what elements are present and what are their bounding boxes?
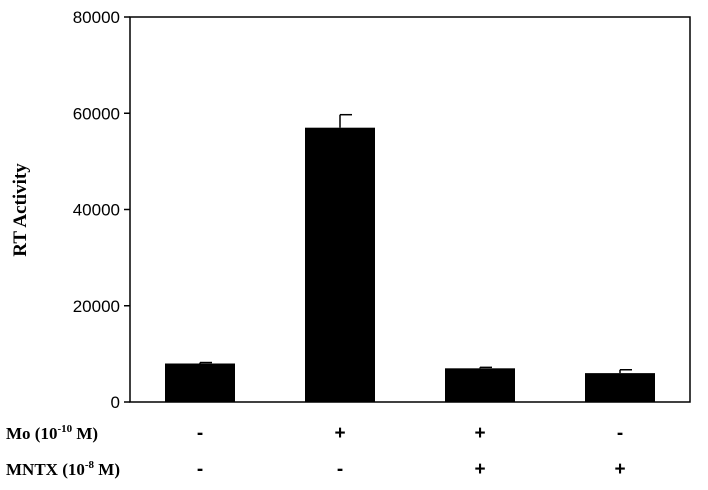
- row-label-tail: M): [72, 424, 98, 443]
- bar-1: [165, 363, 235, 402]
- row-label-main: Mo (10: [6, 424, 57, 443]
- treatment-table: Mo (10-10 M) - + + - MNTX (10-8 M) - - + +: [6, 423, 626, 480]
- treatment-sign: -: [197, 423, 203, 444]
- row-label-exponent: -10: [57, 423, 72, 435]
- bar-2: [305, 127, 375, 402]
- treatment-sign: -: [617, 423, 623, 444]
- row-label-exponent: -8: [85, 459, 95, 471]
- treatment-sign: +: [474, 423, 485, 444]
- treatment-sign: +: [334, 423, 345, 444]
- y-tick-label: 0: [111, 393, 120, 412]
- row-label-main: MNTX (10: [6, 460, 85, 479]
- bar-4: [585, 373, 655, 402]
- row-label-tail: M): [94, 460, 120, 479]
- treatment-sign: +: [614, 459, 625, 480]
- treatment-sign: -: [197, 459, 203, 480]
- y-axis-title: RT Activity: [10, 163, 31, 257]
- y-axis-ticks: 0 20000 40000 60000 80000: [73, 8, 130, 412]
- y-tick-label: 80000: [73, 8, 120, 27]
- bars: [165, 113, 655, 402]
- y-tick-label: 60000: [73, 104, 120, 123]
- treatment-row-label-2: MNTX (10-8 M): [6, 459, 120, 479]
- treatment-row-label-1: Mo (10-10 M): [6, 423, 98, 443]
- y-tick-label: 20000: [73, 297, 120, 316]
- plot-area-frame: [129, 16, 691, 403]
- treatment-sign: -: [337, 459, 343, 480]
- y-tick-label: 40000: [73, 201, 120, 220]
- bar-3: [445, 368, 515, 402]
- treatment-sign: +: [474, 459, 485, 480]
